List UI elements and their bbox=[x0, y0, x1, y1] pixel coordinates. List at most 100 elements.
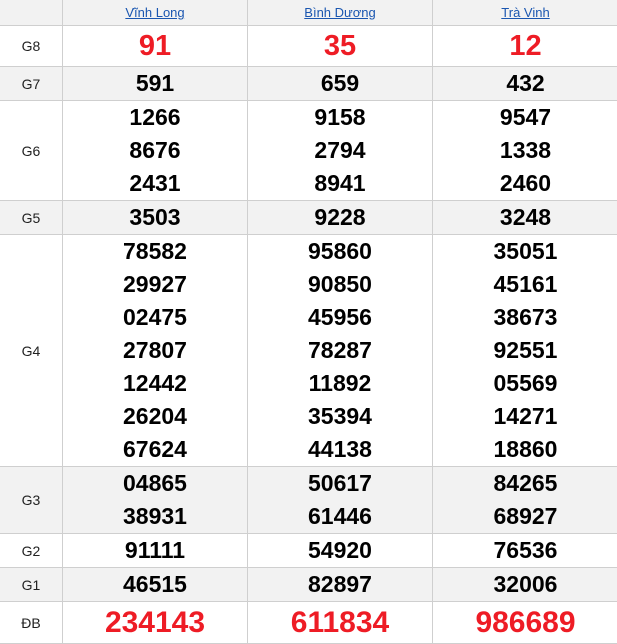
result-number: 35 bbox=[248, 26, 432, 66]
result-cell: 432 bbox=[433, 67, 617, 101]
result-number: 76536 bbox=[433, 534, 617, 567]
prize-label: G1 bbox=[0, 568, 63, 602]
result-cell: 54920 bbox=[248, 534, 433, 568]
result-cell: 32006 bbox=[433, 568, 617, 602]
result-number: 9547 bbox=[433, 101, 617, 134]
result-number: 61446 bbox=[248, 500, 432, 533]
result-number: 432 bbox=[433, 67, 617, 100]
result-number: 05569 bbox=[433, 367, 617, 400]
result-number: 45956 bbox=[248, 301, 432, 334]
result-cell: 82897 bbox=[248, 568, 433, 602]
result-number: 3503 bbox=[63, 201, 247, 234]
result-number: 9158 bbox=[248, 101, 432, 134]
result-number: 46515 bbox=[63, 568, 247, 601]
result-cell: 91 bbox=[63, 26, 248, 67]
result-cell: 659 bbox=[248, 67, 433, 101]
result-number: 35394 bbox=[248, 400, 432, 433]
result-number: 1338 bbox=[433, 134, 617, 167]
prize-label: G3 bbox=[0, 467, 63, 534]
province-link-binh-duong[interactable]: Bình Dương bbox=[304, 5, 375, 20]
result-number: 35051 bbox=[433, 235, 617, 268]
result-number: 91 bbox=[63, 26, 247, 66]
result-number: 591 bbox=[63, 67, 247, 100]
province-header: Bình Dương bbox=[248, 0, 433, 26]
result-number: 54920 bbox=[248, 534, 432, 567]
result-number: 659 bbox=[248, 67, 432, 100]
result-number: 18860 bbox=[433, 433, 617, 466]
result-number: 32006 bbox=[433, 568, 617, 601]
result-number: 8941 bbox=[248, 167, 432, 200]
result-cell: 12 bbox=[433, 26, 617, 67]
prize-label: G4 bbox=[0, 235, 63, 467]
result-number: 11892 bbox=[248, 367, 432, 400]
result-number: 95860 bbox=[248, 235, 432, 268]
result-number: 9228 bbox=[248, 201, 432, 234]
result-number: 611834 bbox=[248, 602, 432, 643]
result-number: 67624 bbox=[63, 433, 247, 466]
result-cell: 3503 bbox=[63, 201, 248, 235]
province-header: Trà Vinh bbox=[433, 0, 617, 26]
prize-label: G8 bbox=[0, 26, 63, 67]
result-number: 14271 bbox=[433, 400, 617, 433]
result-number: 2431 bbox=[63, 167, 247, 200]
result-number: 90850 bbox=[248, 268, 432, 301]
corner-cell bbox=[0, 0, 63, 26]
result-number: 38673 bbox=[433, 301, 617, 334]
result-number: 91111 bbox=[63, 534, 247, 567]
result-cell: 986689 bbox=[433, 602, 617, 644]
result-number: 04865 bbox=[63, 467, 247, 500]
result-cell: 35 bbox=[248, 26, 433, 67]
prize-label: G2 bbox=[0, 534, 63, 568]
result-cell: 76536 bbox=[433, 534, 617, 568]
result-number: 92551 bbox=[433, 334, 617, 367]
result-number: 2794 bbox=[248, 134, 432, 167]
prize-label: G7 bbox=[0, 67, 63, 101]
result-cell: 234143 bbox=[63, 602, 248, 644]
result-number: 78287 bbox=[248, 334, 432, 367]
result-number: 02475 bbox=[63, 301, 247, 334]
result-number: 1266 bbox=[63, 101, 247, 134]
result-number: 986689 bbox=[433, 602, 617, 643]
result-cell: 9228 bbox=[248, 201, 433, 235]
province-header: Vĩnh Long bbox=[63, 0, 248, 26]
result-number: 29927 bbox=[63, 268, 247, 301]
result-cell: 91111 bbox=[63, 534, 248, 568]
result-number: 50617 bbox=[248, 467, 432, 500]
province-link-vinh-long[interactable]: Vĩnh Long bbox=[125, 5, 184, 20]
result-number: 8676 bbox=[63, 134, 247, 167]
result-number: 12442 bbox=[63, 367, 247, 400]
province-link-tra-vinh[interactable]: Trà Vinh bbox=[501, 5, 549, 20]
result-number: 3248 bbox=[433, 201, 617, 234]
header-row: Vĩnh Long Bình Dương Trà Vinh bbox=[0, 0, 617, 26]
result-number: 44138 bbox=[248, 433, 432, 466]
result-number: 82897 bbox=[248, 568, 432, 601]
result-cell: 591 bbox=[63, 67, 248, 101]
prize-label: G6 bbox=[0, 101, 63, 201]
result-number: 26204 bbox=[63, 400, 247, 433]
result-number: 234143 bbox=[63, 602, 247, 643]
result-number: 84265 bbox=[433, 467, 617, 500]
result-number: 38931 bbox=[63, 500, 247, 533]
result-number: 78582 bbox=[63, 235, 247, 268]
result-cell: 3248 bbox=[433, 201, 617, 235]
result-number: 27807 bbox=[63, 334, 247, 367]
result-cell: 46515 bbox=[63, 568, 248, 602]
